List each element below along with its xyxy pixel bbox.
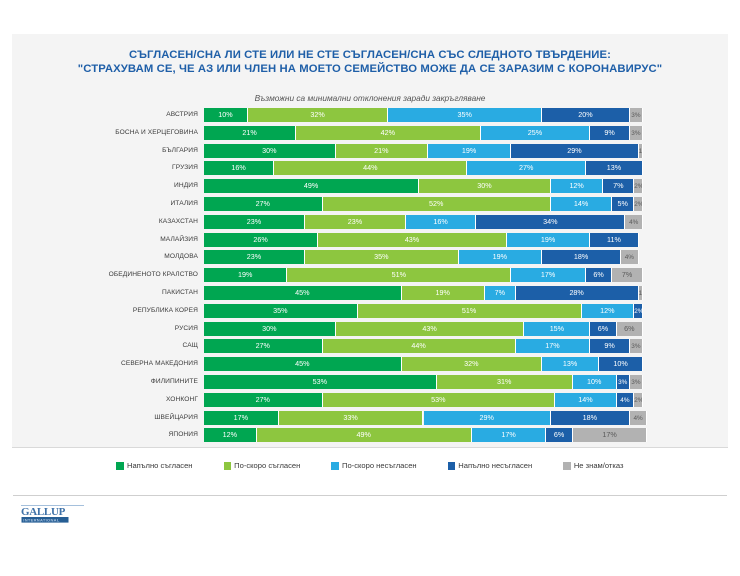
svg-text:GALLUP: GALLUP [21,506,66,518]
svg-text:INTERNATIONAL: INTERNATIONAL [23,517,60,522]
